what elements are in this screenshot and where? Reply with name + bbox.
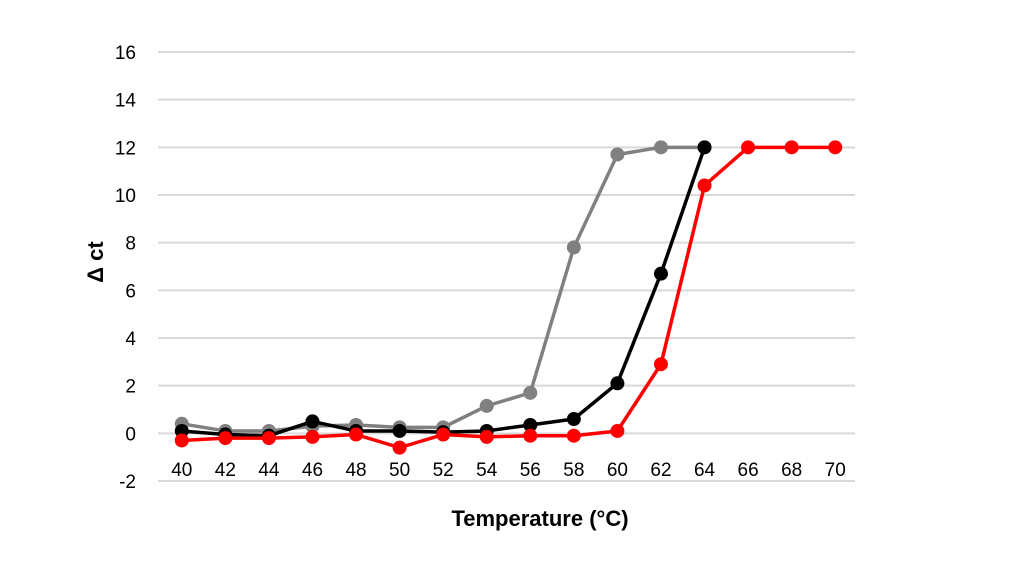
- data-point: [566, 240, 581, 255]
- data-point: [697, 178, 712, 193]
- data-point: [523, 417, 538, 432]
- x-tick-label: 68: [781, 460, 802, 481]
- data-point: [174, 433, 189, 448]
- x-tick-label: 46: [302, 460, 323, 481]
- data-point: [436, 427, 451, 442]
- y-tick-label: -2: [119, 472, 136, 493]
- x-tick-label: 64: [694, 460, 716, 481]
- data-point: [610, 376, 625, 391]
- data-point: [610, 147, 625, 162]
- data-point: [349, 427, 364, 442]
- data-point: [305, 429, 320, 444]
- data-point: [392, 440, 407, 455]
- y-tick-label: 6: [125, 281, 136, 302]
- data-point: [828, 140, 843, 155]
- x-tick-label: 58: [563, 460, 584, 481]
- series-line: [181, 145, 705, 433]
- data-point: [653, 140, 668, 155]
- x-tick-labels: 40 42 44 46 48 50 52 54 56 58 60 62 64 66 68 70: [171, 460, 846, 481]
- data-point: [305, 414, 320, 429]
- x-tick-label: 62: [650, 460, 671, 481]
- series-line: [181, 145, 836, 450]
- series-2: [174, 140, 843, 455]
- data-point: [566, 428, 581, 443]
- y-tick-label: 2: [125, 377, 136, 398]
- x-tick-label: 70: [825, 460, 846, 481]
- x-tick-label: 56: [520, 460, 541, 481]
- y-tick-label: 4: [125, 329, 136, 350]
- data-point: [653, 266, 668, 281]
- x-tick-label: 44: [258, 460, 280, 481]
- data-point: [741, 140, 756, 155]
- data-point: [479, 398, 494, 413]
- x-tick-label: 50: [389, 460, 410, 481]
- y-tick-label: 8: [125, 234, 136, 255]
- data-point: [218, 431, 233, 446]
- y-tick-label: 14: [115, 91, 137, 112]
- x-tick-label: 66: [738, 460, 759, 481]
- y-tick-labels: -2 0 2 4 6 8 10 12 14 16: [115, 43, 137, 493]
- series-1: [174, 140, 712, 443]
- data-point: [653, 357, 668, 372]
- y-tick-label: 0: [125, 424, 136, 445]
- x-tick-label: 48: [345, 460, 366, 481]
- y-tick-label: 10: [115, 186, 136, 207]
- x-tick-label: 60: [607, 460, 628, 481]
- gridlines: [158, 51, 855, 482]
- y-tick-label: 12: [115, 138, 136, 159]
- x-tick-label: 42: [215, 460, 236, 481]
- data-point: [610, 423, 625, 438]
- data-point: [523, 385, 538, 400]
- data-point: [697, 140, 712, 155]
- series-group: [174, 140, 843, 455]
- x-tick-label: 40: [171, 460, 192, 481]
- series-line: [181, 146, 707, 438]
- x-tick-label: 54: [476, 460, 498, 481]
- series-0: [174, 140, 712, 438]
- data-point: [523, 428, 538, 443]
- data-point: [784, 140, 799, 155]
- data-point: [261, 431, 276, 446]
- data-point: [479, 429, 494, 444]
- data-point: [392, 423, 407, 438]
- data-point: [566, 412, 581, 427]
- x-axis-title: Temperature (°C): [451, 506, 628, 531]
- x-tick-label: 52: [433, 460, 454, 481]
- y-axis-title: Δ ct: [83, 241, 108, 283]
- y-tick-label: 16: [115, 43, 136, 64]
